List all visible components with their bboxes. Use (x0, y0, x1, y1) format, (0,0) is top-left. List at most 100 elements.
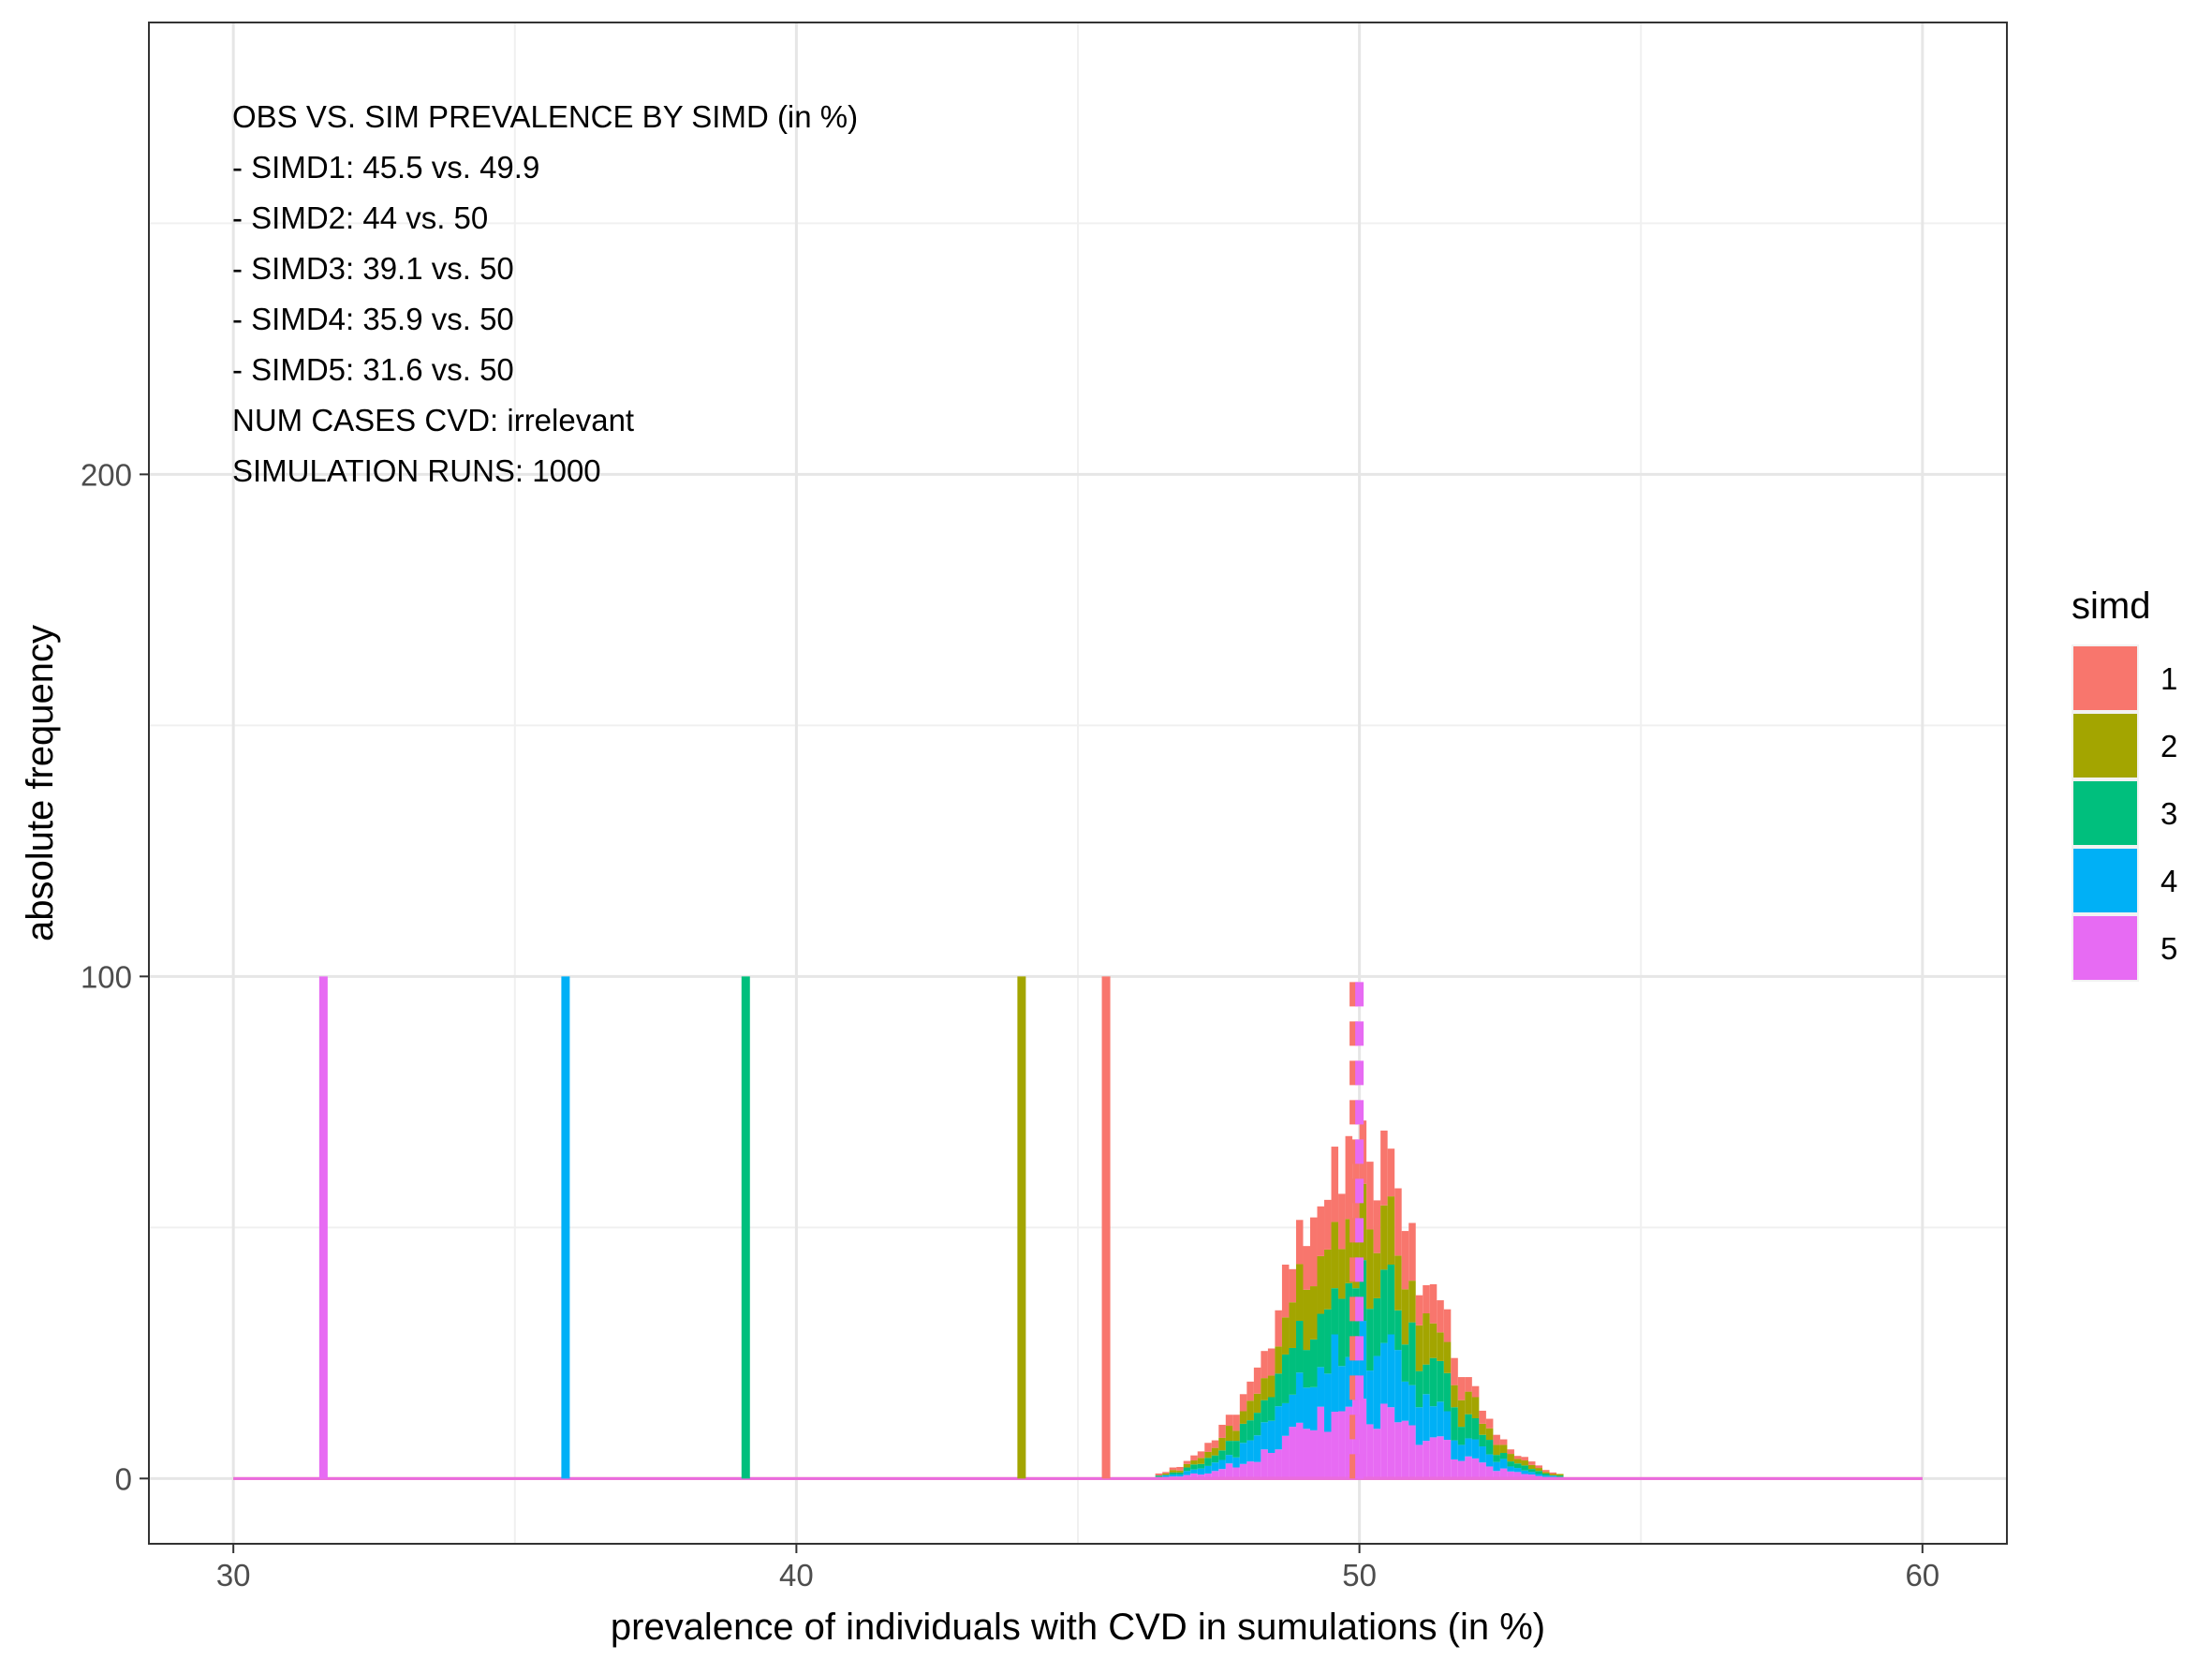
histogram-bar-simd-5 (1457, 1460, 1466, 1479)
histogram-bar-simd-1 (1190, 1455, 1198, 1461)
histogram-bar-simd-1 (1437, 1300, 1444, 1333)
histogram-bar-simd-1 (1289, 1268, 1296, 1303)
legend-swatch-simd-2 (2073, 714, 2137, 778)
histogram-bar-simd-2 (1443, 1341, 1452, 1373)
histogram-bar-simd-4 (1338, 1366, 1346, 1412)
histogram-bar-simd-2 (1253, 1393, 1261, 1414)
histogram-bar-simd-3 (1267, 1397, 1276, 1421)
histogram-bar-simd-3 (1331, 1288, 1339, 1335)
histogram-bar-simd-5 (1527, 1474, 1536, 1479)
histogram-bar-simd-3 (1239, 1423, 1247, 1444)
histogram-bar-simd-1 (1218, 1424, 1226, 1438)
histogram-bar-simd-5 (1423, 1441, 1430, 1479)
histogram-bar-simd-1 (1246, 1381, 1254, 1401)
histogram-bar-simd-2 (1303, 1289, 1310, 1351)
histogram-bar-simd-1 (1471, 1385, 1480, 1398)
histogram-bar-simd-3 (1183, 1467, 1191, 1472)
histogram-bar-simd-3 (1437, 1360, 1444, 1402)
histogram-bar-simd-1 (1513, 1456, 1522, 1459)
legend-title: simd (2072, 585, 2150, 627)
histogram-bar-simd-3 (1338, 1298, 1346, 1367)
histogram-bar-simd-3 (1380, 1269, 1388, 1343)
histogram-bar-simd-4 (1521, 1470, 1528, 1474)
histogram-bar-simd-2 (1542, 1472, 1550, 1474)
histogram-bar-simd-3 (1310, 1339, 1318, 1387)
histogram-bar-simd-1 (1338, 1193, 1346, 1250)
histogram-bar-simd-4 (1281, 1402, 1290, 1436)
histogram-bar-simd-1 (1535, 1465, 1542, 1469)
histogram-bar-simd-3 (1485, 1440, 1494, 1455)
histogram-bar-simd-5 (1253, 1461, 1261, 1479)
histogram-bar-simd-2 (1394, 1255, 1402, 1311)
x-axis-title: prevalence of individuals with CVD in su… (611, 1607, 1545, 1648)
histogram-bar-simd-5 (1471, 1458, 1480, 1479)
histogram-bar-simd-1 (1317, 1206, 1325, 1256)
histogram-bar-simd-3 (1281, 1354, 1290, 1403)
annotation-text: OBS VS. SIM PREVALENCE BY SIMD (in %) - S… (232, 99, 858, 488)
histogram-bar-simd-1 (1345, 1135, 1353, 1220)
histogram-bar-simd-4 (1331, 1334, 1339, 1413)
histogram-bar-simd-1 (1527, 1461, 1536, 1465)
histogram-bar-simd-1 (1401, 1231, 1409, 1290)
histogram-bar-simd-3 (1197, 1463, 1205, 1469)
histogram-bar-simd-4 (1225, 1455, 1233, 1464)
histogram-bar-simd-2 (1324, 1249, 1332, 1310)
histogram-bar-simd-2 (1317, 1255, 1325, 1314)
histogram-bar-simd-4 (1513, 1468, 1522, 1473)
histogram-bar-simd-1 (1549, 1472, 1557, 1474)
y-tick-label: 200 (81, 457, 132, 492)
annotation-line: SIMULATION RUNS: 1000 (232, 453, 601, 488)
histogram-bar-simd-3 (1204, 1458, 1212, 1466)
histogram-bar-simd-1 (1408, 1222, 1416, 1281)
histogram-bar-simd-4 (1183, 1471, 1191, 1475)
histogram-bar-simd-1 (1204, 1443, 1212, 1452)
histogram-bar-simd-5 (1239, 1463, 1247, 1479)
histogram-bar-simd-3 (1542, 1473, 1550, 1476)
histogram-bar-simd-3 (1246, 1420, 1254, 1441)
histogram-bar-simd-1 (1303, 1246, 1310, 1290)
histogram-bar-simd-3 (1401, 1344, 1409, 1382)
histogram-bar-simd-3 (1527, 1469, 1536, 1473)
histogram-bar-simd-3 (1394, 1310, 1402, 1351)
histogram-bar-simd-3 (1415, 1370, 1423, 1408)
histogram-bar-simd-2 (1197, 1458, 1205, 1464)
histogram-bar-simd-1 (1225, 1415, 1233, 1427)
histogram-bar-simd-5 (1204, 1473, 1212, 1479)
histogram-bar-simd-5 (1303, 1429, 1310, 1479)
histogram-bar-simd-4 (1253, 1435, 1261, 1462)
histogram-bar-simd-3 (1479, 1434, 1486, 1447)
histogram-bar-simd-4 (1408, 1385, 1416, 1426)
histogram-bar-simd-4 (1507, 1466, 1514, 1472)
legend-swatch-simd-1 (2073, 646, 2137, 710)
histogram-bar-simd-5 (1485, 1466, 1494, 1479)
histogram-bar-simd-4 (1457, 1444, 1466, 1461)
histogram-bar-simd-2 (1169, 1470, 1177, 1473)
histogram-bar-simd-3 (1317, 1313, 1325, 1368)
histogram-bar-simd-4 (1211, 1462, 1219, 1472)
histogram-bar-simd-4 (1324, 1373, 1332, 1432)
histogram-bar-simd-5 (1246, 1461, 1254, 1479)
histogram-bar-simd-5 (1521, 1474, 1528, 1479)
histogram-bar-simd-4 (1190, 1469, 1198, 1474)
histogram-bar-simd-2 (1331, 1222, 1339, 1289)
histogram-bar-simd-4 (1218, 1459, 1226, 1470)
histogram-bar-simd-4 (1443, 1411, 1452, 1441)
histogram-bar-simd-3 (1225, 1441, 1233, 1456)
histogram-bar-simd-3 (1261, 1400, 1268, 1423)
histogram-bar-simd-4 (1345, 1356, 1353, 1407)
histogram-bar-simd-1 (1499, 1439, 1508, 1445)
y-tick-label: 100 (81, 959, 132, 994)
y-axis-title: absolute frequency (20, 625, 61, 941)
histogram-bar-simd-2 (1338, 1249, 1346, 1299)
histogram-bar-simd-3 (1324, 1309, 1332, 1374)
histogram-bar-simd-4 (1471, 1439, 1480, 1459)
histogram-bar-simd-5 (1267, 1452, 1276, 1479)
annotation-line: - SIMD3: 39.1 vs. 50 (232, 251, 514, 286)
histogram-bar-simd-2 (1507, 1454, 1514, 1462)
annotation-line: - SIMD4: 35.9 vs. 50 (232, 302, 514, 336)
histogram-bar-simd-4 (1380, 1342, 1388, 1404)
histogram-bar-simd-3 (1359, 1260, 1367, 1322)
histogram-bar-simd-5 (1513, 1472, 1522, 1479)
annotation-line: OBS VS. SIM PREVALENCE BY SIMD (in %) (232, 99, 858, 134)
